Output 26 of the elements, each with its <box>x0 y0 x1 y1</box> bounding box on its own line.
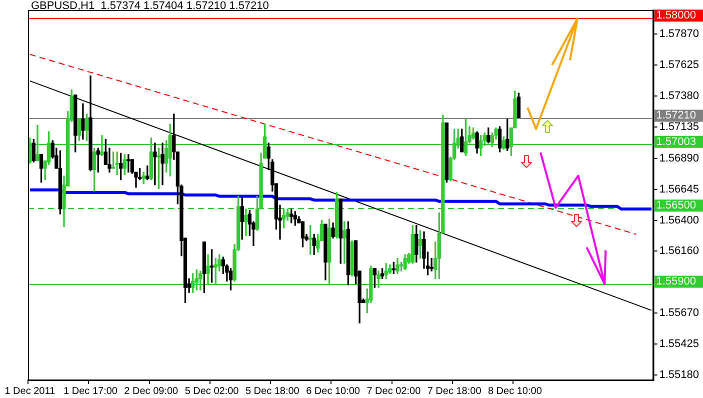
x-tick-label: 6 Dec 10:00 <box>306 386 360 397</box>
y-tick-label: 1.57625 <box>659 59 700 72</box>
x-tick-label: 8 Dec 10:00 <box>488 386 542 397</box>
x-tick-label: 2 Dec 09:00 <box>124 386 179 397</box>
ref-line-label: 1.58000 <box>656 10 696 22</box>
y-tick-label: 1.56400 <box>659 214 700 226</box>
x-tick-label: 1 Dec 2011 <box>4 386 56 397</box>
x-tick-label: 5 Dec 18:00 <box>245 386 300 397</box>
y-tick-label: 1.57870 <box>659 28 700 40</box>
ref-line-label: 1.56500 <box>656 200 696 212</box>
x-tick-label: 1 Dec 17:00 <box>64 386 118 397</box>
ref-line-label: 1.55900 <box>656 276 696 288</box>
y-tick-label: 1.56645 <box>659 183 700 196</box>
y-tick-label: 1.55425 <box>659 338 700 350</box>
chart-title: GBPUSD,H1 1.57374 1.57404 1.57210 1.57210 <box>31 0 269 12</box>
x-tick-label: 7 Dec 02:00 <box>366 386 422 397</box>
y-tick-label: 1.57135 <box>659 121 700 134</box>
y-tick-label: 1.57380 <box>659 90 700 102</box>
ref-line-label: 1.57003 <box>656 136 696 148</box>
y-tick-label: 1.56890 <box>659 152 700 164</box>
ref-line-label: 1.57210 <box>656 110 696 122</box>
x-tick-label: 7 Dec 18:00 <box>427 386 482 397</box>
y-tick-label: 1.55180 <box>659 368 700 381</box>
y-tick-label: 1.55670 <box>659 306 700 319</box>
y-tick-label: 1.56160 <box>659 244 700 257</box>
x-tick-label: 5 Dec 02:00 <box>184 386 240 397</box>
